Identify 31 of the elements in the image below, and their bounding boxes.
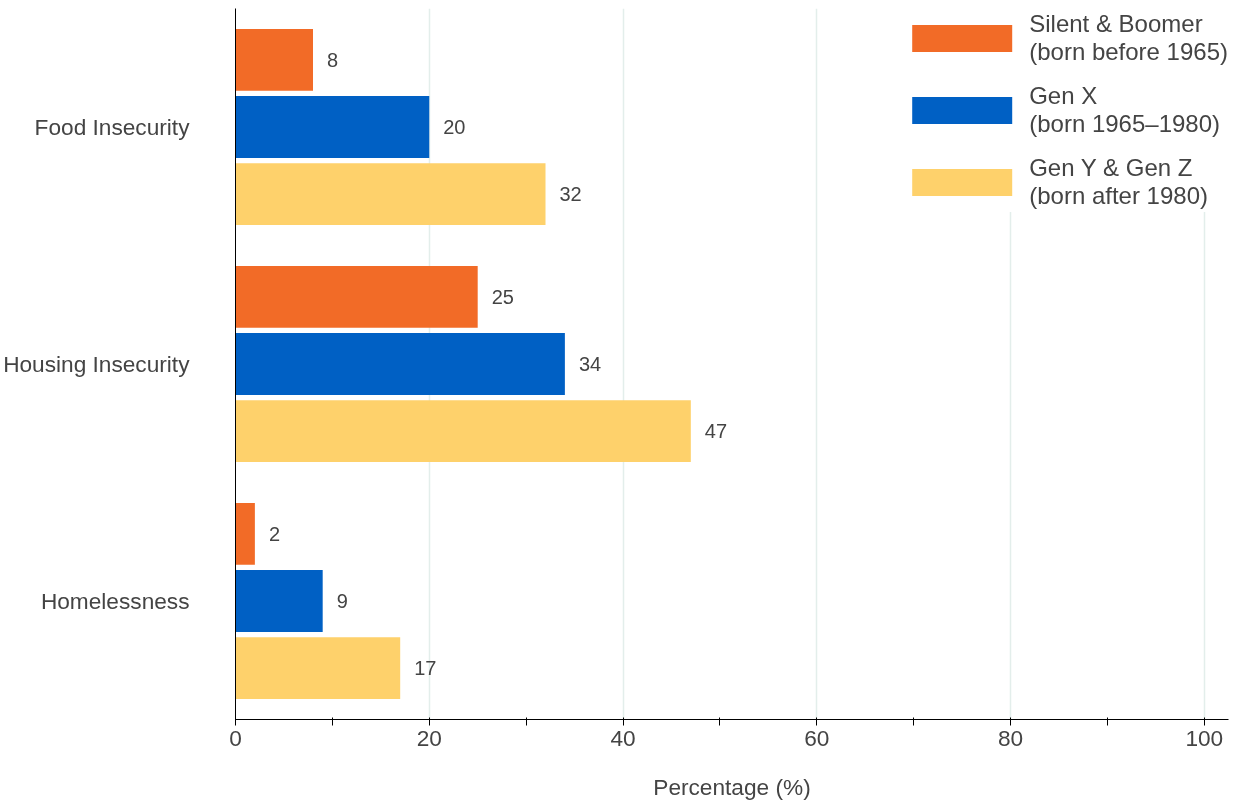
data-label: 17 bbox=[414, 657, 437, 680]
bar bbox=[235, 570, 323, 632]
bar bbox=[235, 96, 430, 158]
x-tick-label: 0 bbox=[229, 724, 242, 751]
data-label: 20 bbox=[443, 116, 466, 138]
bar bbox=[235, 163, 546, 226]
data-label: 47 bbox=[704, 420, 728, 443]
y-tick-label: Housing Insecurity bbox=[3, 351, 191, 377]
data-label: 2 bbox=[268, 522, 280, 545]
bar bbox=[235, 502, 255, 565]
bar bbox=[235, 265, 478, 328]
data-label: 8 bbox=[327, 48, 339, 71]
x-tick-label: 80 bbox=[997, 724, 1024, 751]
x-axis-title: Percentage (%) bbox=[653, 773, 811, 800]
data-label: 9 bbox=[336, 590, 348, 612]
data-label: 25 bbox=[491, 285, 514, 308]
bar bbox=[235, 28, 313, 91]
y-tick-label: Food Insecurity bbox=[34, 114, 191, 140]
legend-label: Silent & Boomer (born before 1965) bbox=[1029, 9, 1228, 67]
data-label: 32 bbox=[559, 183, 582, 206]
legend-label: Gen X (born 1965–1980) bbox=[1029, 81, 1221, 139]
x-tick-label: 20 bbox=[416, 724, 442, 751]
bar bbox=[235, 400, 691, 463]
y-tick-label: Homelessness bbox=[40, 588, 190, 614]
data-label: 34 bbox=[578, 353, 602, 375]
x-tick-label: 40 bbox=[610, 724, 636, 751]
x-tick-label: 100 bbox=[1185, 724, 1224, 751]
bar bbox=[235, 637, 401, 700]
bar bbox=[235, 333, 565, 395]
legend-label: Gen Y & Gen Z (born after 1980) bbox=[1029, 153, 1208, 211]
x-tick-label: 60 bbox=[804, 724, 830, 751]
